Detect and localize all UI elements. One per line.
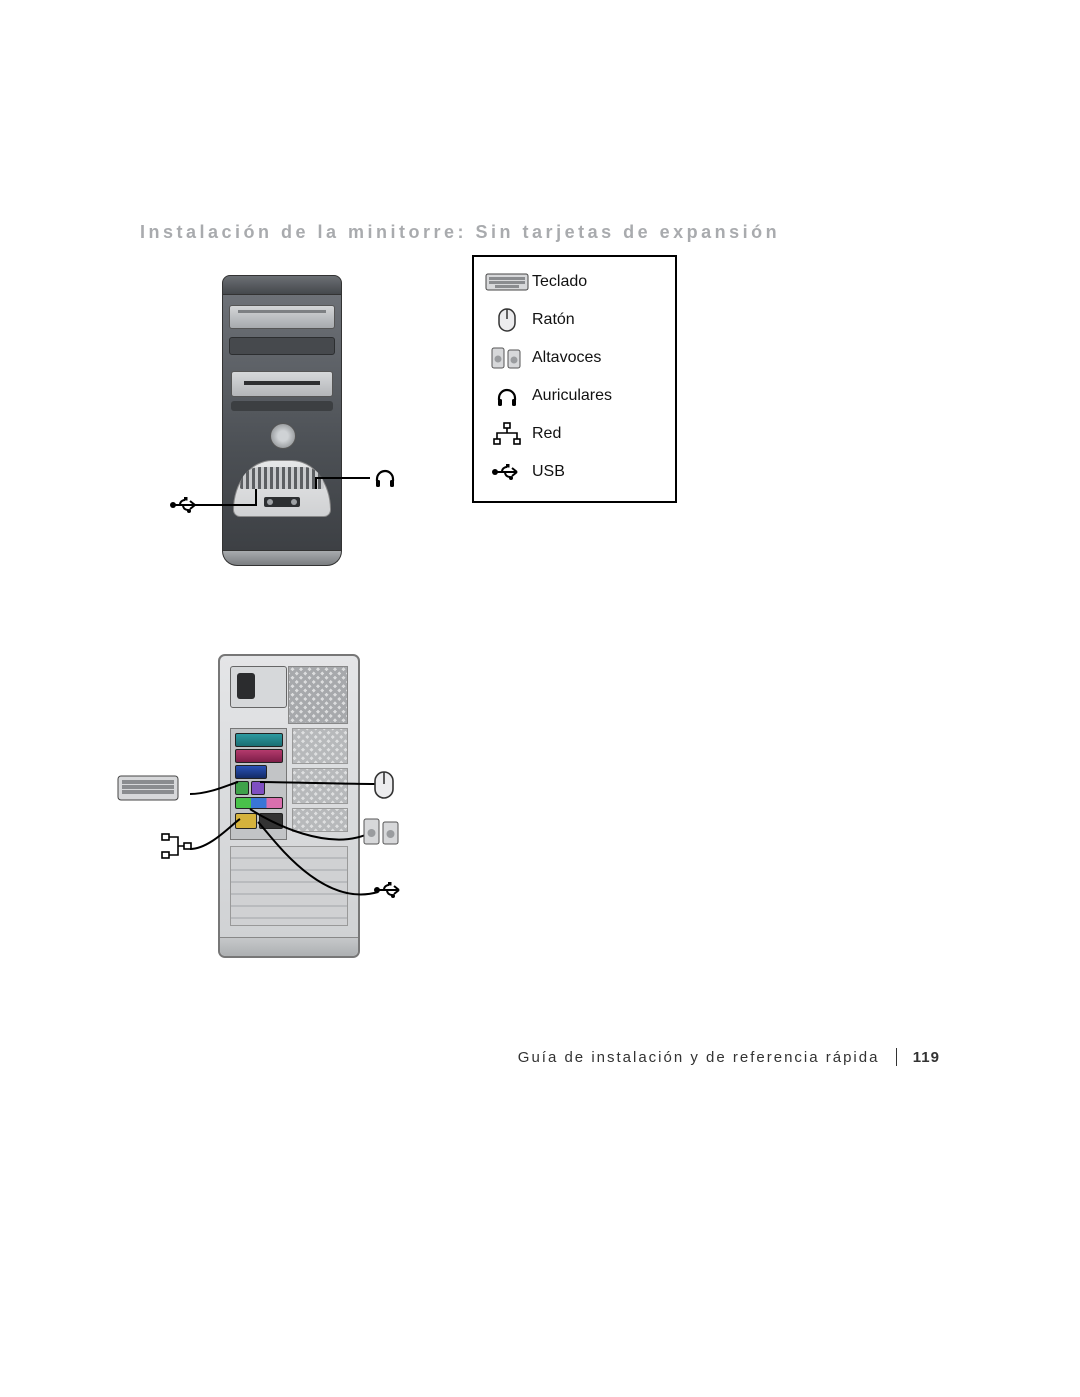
usb-icon	[168, 495, 202, 520]
vent-grid	[292, 768, 348, 804]
keyboard-icon	[482, 273, 532, 291]
mouse-icon	[482, 307, 532, 333]
mouse-icon	[373, 770, 395, 805]
power-button	[270, 423, 296, 449]
usb-port-back	[259, 813, 283, 829]
power-supply	[230, 666, 287, 708]
network-icon	[482, 422, 532, 446]
tower-foot	[220, 937, 358, 956]
legend-row-network: Red	[482, 415, 667, 453]
front-io-ports	[264, 497, 300, 507]
page-number: 119	[913, 1049, 940, 1066]
vga-port	[235, 765, 267, 779]
usb-icon	[482, 462, 532, 482]
callout-line	[255, 489, 257, 506]
legend-label: Teclado	[532, 273, 587, 291]
drive-bay-cover	[229, 337, 335, 355]
tower-foot	[222, 551, 342, 566]
speakers-icon	[362, 815, 402, 852]
optical-drive	[229, 305, 335, 329]
parallel-port	[235, 749, 283, 763]
network-icon	[160, 832, 194, 865]
io-panel	[230, 728, 287, 840]
callout-line	[315, 477, 317, 489]
legend-label: Ratón	[532, 311, 575, 329]
usb-icon	[372, 880, 406, 905]
section-heading: Instalación de la minitorre: Sin tarjeta…	[140, 222, 780, 243]
speakers-icon	[482, 345, 532, 371]
audio-ports	[235, 797, 283, 809]
keyboard-icon	[117, 775, 179, 806]
footer-text: Guía de instalación y de referencia rápi…	[518, 1049, 880, 1066]
headphones-icon	[373, 465, 397, 494]
headphones-icon	[482, 384, 532, 408]
floppy-drive	[231, 371, 333, 397]
tower-top-bezel	[222, 275, 342, 295]
legend-row-mouse: Ratón	[482, 301, 667, 339]
vent-grid	[288, 666, 348, 724]
footer-separator	[896, 1048, 897, 1066]
computer-tower-front	[222, 275, 342, 565]
legend-row-keyboard: Teclado	[482, 263, 667, 301]
vent-grid	[292, 808, 348, 832]
legend-row-headphones: Auriculares	[482, 377, 667, 415]
legend-label: Red	[532, 425, 561, 443]
vent-grid	[292, 728, 348, 764]
legend-label: Altavoces	[532, 349, 601, 367]
computer-tower-back	[218, 654, 360, 958]
serial-port	[235, 733, 283, 747]
legend-label: USB	[532, 463, 565, 481]
page-footer: Guía de instalación y de referencia rápi…	[518, 1048, 940, 1066]
network-port	[235, 813, 257, 829]
ps2-keyboard-port	[251, 781, 265, 795]
tower-body	[222, 295, 342, 551]
legend-row-speakers: Altavoces	[482, 339, 667, 377]
ps2-mouse-port	[235, 781, 249, 795]
expansion-slot-covers	[230, 846, 348, 926]
callout-line	[315, 477, 370, 479]
legend-row-usb: USB	[482, 453, 667, 491]
legend-box: Teclado Ratón Altavoces	[472, 255, 677, 503]
legend-label: Auriculares	[532, 387, 612, 405]
drive-bay-cover	[231, 401, 333, 411]
